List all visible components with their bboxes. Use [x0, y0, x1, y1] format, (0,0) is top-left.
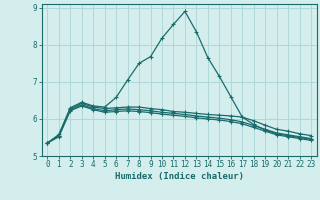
X-axis label: Humidex (Indice chaleur): Humidex (Indice chaleur) — [115, 172, 244, 181]
